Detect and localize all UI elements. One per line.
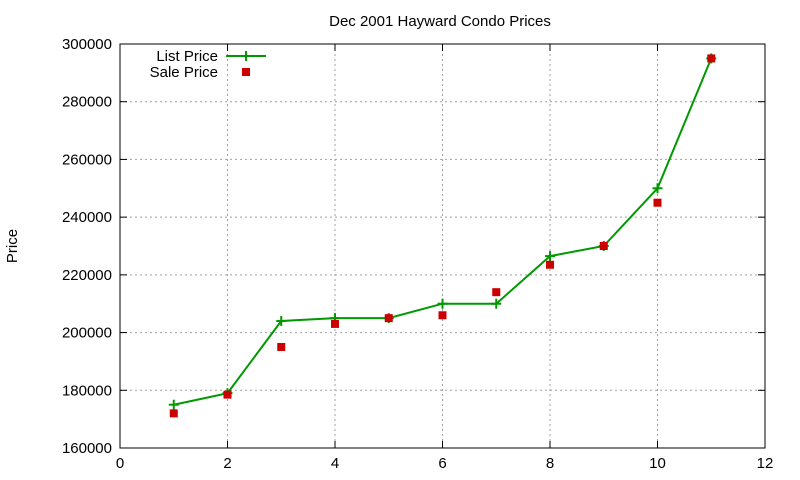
data-point bbox=[169, 409, 178, 418]
data-point bbox=[707, 54, 716, 63]
data-point bbox=[652, 183, 663, 194]
y-tick-label: 200000 bbox=[62, 325, 112, 342]
data-point bbox=[438, 311, 447, 320]
data-point bbox=[492, 288, 501, 297]
series bbox=[168, 53, 717, 418]
data-point bbox=[384, 314, 393, 323]
x-tick-label: 12 bbox=[757, 455, 774, 472]
data-point bbox=[545, 251, 555, 262]
x-tick-label: 2 bbox=[223, 455, 231, 472]
series-sale-price bbox=[169, 54, 716, 418]
y-axis: 160000 180000 200000 220000 240000 260000 2800… bbox=[62, 36, 765, 457]
data-point bbox=[437, 298, 448, 309]
y-axis-label: Price bbox=[4, 229, 21, 263]
data-point bbox=[276, 316, 287, 327]
x-axis: 0 2 4 6 8 10 12 bbox=[116, 44, 774, 472]
data-point bbox=[653, 198, 662, 207]
legend-marker bbox=[242, 68, 250, 76]
data-point bbox=[599, 242, 608, 250]
x-tick-label: 8 bbox=[546, 455, 554, 472]
legend-marker bbox=[241, 51, 251, 61]
data-point bbox=[223, 390, 232, 399]
y-tick-label: 240000 bbox=[62, 209, 112, 226]
y-tick-label: 300000 bbox=[62, 36, 112, 53]
y-tick-label: 160000 bbox=[62, 440, 112, 457]
chart-title: Dec 2001 Hayward Condo Prices bbox=[329, 13, 551, 30]
y-tick-label: 260000 bbox=[62, 151, 112, 168]
data-point bbox=[491, 298, 502, 309]
x-tick-label: 0 bbox=[116, 455, 124, 472]
grid bbox=[120, 44, 765, 448]
x-tick-label: 6 bbox=[438, 455, 446, 472]
x-tick-label: 10 bbox=[649, 455, 666, 472]
data-point bbox=[168, 399, 179, 410]
data-point bbox=[331, 319, 339, 328]
data-point bbox=[546, 260, 554, 269]
legend-label: Sale Price bbox=[150, 64, 218, 81]
series-list-price bbox=[168, 53, 717, 410]
y-tick-label: 180000 bbox=[62, 382, 112, 399]
y-tick-label: 220000 bbox=[62, 267, 112, 284]
x-tick-label: 4 bbox=[331, 455, 339, 472]
data-point bbox=[277, 343, 286, 351]
y-tick-label: 280000 bbox=[62, 94, 112, 111]
legend-label: List Price bbox=[156, 48, 218, 65]
